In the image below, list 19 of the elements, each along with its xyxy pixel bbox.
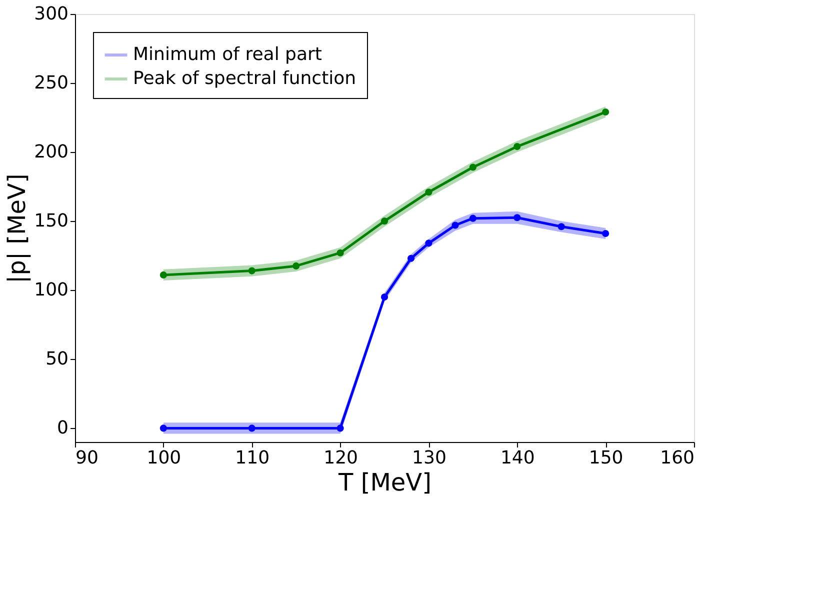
x-tick-label: 150 — [588, 448, 624, 468]
y-tick-label: 50 — [46, 348, 68, 370]
x-tick-label: 120 — [324, 448, 358, 468]
x-tick-label: 90 — [76, 448, 98, 468]
x-tick-label: 130 — [412, 448, 446, 468]
x-tick-label: 160 — [660, 448, 694, 468]
y-tick-label: 100 — [34, 280, 68, 301]
y-tick-label: 150 — [34, 210, 68, 232]
x-axis-title: T [MeV] — [338, 468, 432, 496]
x-tick-label: 140 — [500, 448, 535, 468]
y-tick-label: 0 — [57, 418, 68, 439]
x-tick-label: 100 — [146, 448, 182, 468]
legend-label: Peak of spectral function — [133, 68, 356, 89]
y-tick-label: 250 — [34, 72, 68, 94]
legend-label: Minimum of real part — [133, 44, 322, 65]
y-tick-label: 200 — [34, 142, 68, 163]
x-tick-label: 110 — [235, 448, 270, 468]
y-axis-title: |p| [MeV] — [3, 174, 32, 284]
y-tick-label: 300 — [34, 4, 68, 24]
